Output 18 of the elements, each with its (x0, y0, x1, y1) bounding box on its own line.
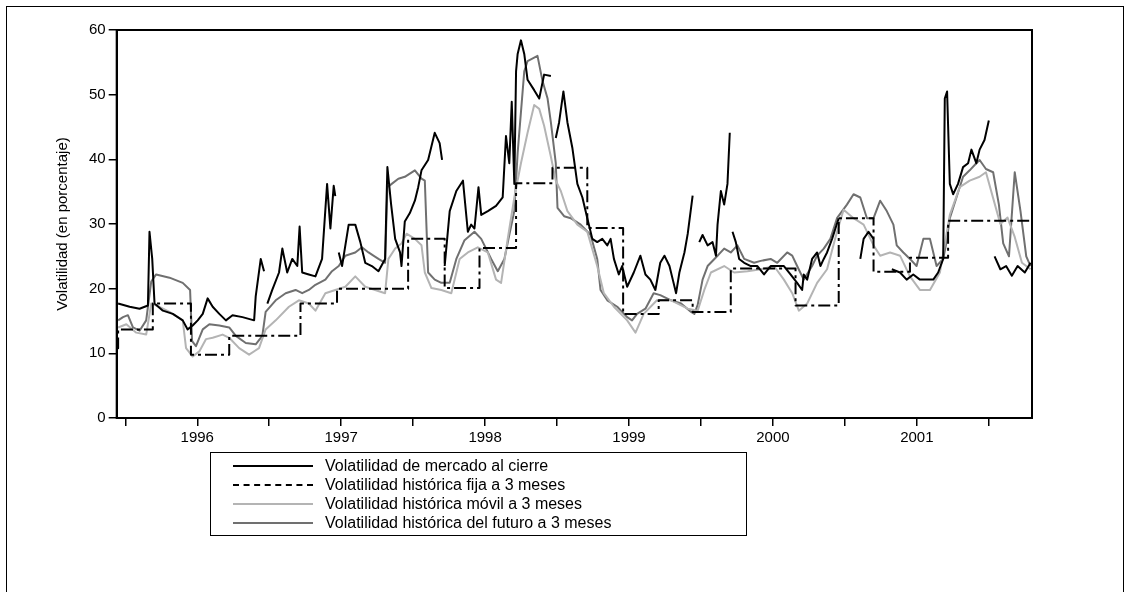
legend-label: Volatilidad histórica fija a 3 meses (325, 475, 566, 494)
y-tick-label: 50 (89, 84, 106, 102)
y-axis-title: Volatilidad (en porcentaje) (53, 137, 71, 311)
x-tick-label: 2001 (900, 428, 934, 446)
x-tick-label: 1998 (468, 428, 502, 446)
x-tick-label: 1996 (180, 428, 214, 446)
x-tick-label: 1999 (612, 428, 646, 446)
y-tick-label: 0 (97, 408, 106, 426)
y-tick-label: 10 (89, 343, 106, 361)
y-tick-label: 40 (89, 149, 106, 167)
x-tick-label: 1997 (324, 428, 358, 446)
y-tick-label: 30 (89, 214, 106, 232)
y-tick-label: 20 (89, 278, 106, 296)
legend-label: Volatilidad de mercado al cierre (325, 456, 549, 475)
x-tick-label: 2000 (756, 428, 790, 446)
legend-label: Volatilidad histórica móvil a 3 meses (325, 494, 583, 513)
y-tick-label: 60 (89, 20, 106, 38)
legend-label: Volatilidad histórica del futuro a 3 meses (325, 513, 612, 532)
